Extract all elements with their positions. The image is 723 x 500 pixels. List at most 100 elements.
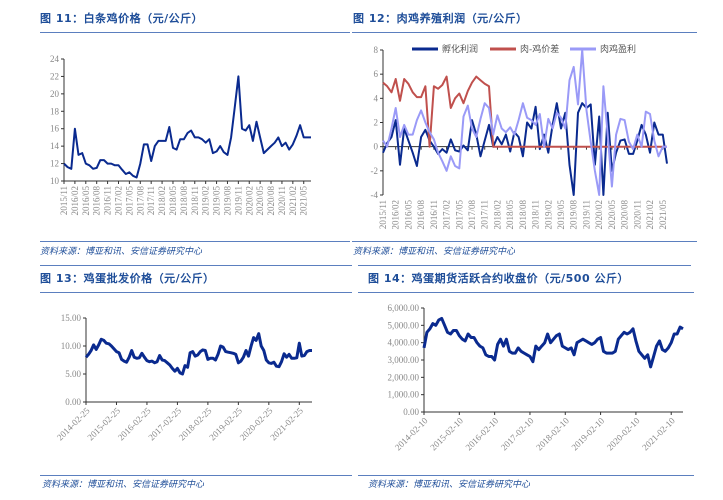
y-tick-label: 8 [374, 45, 379, 55]
y-tick-label: 0.00 [65, 397, 81, 407]
x-tick-label: 2021/02 [288, 186, 298, 216]
figure-13-header-rule [40, 292, 352, 293]
figure-14-title: 图 14：鸡蛋期货活跃合约收盘价（元/500 公斤） [368, 272, 629, 285]
y-tick-label: 3,000.00 [388, 355, 420, 365]
x-tick-label: 2017/05 [454, 200, 464, 230]
y-tick-label: 0.00 [403, 407, 419, 417]
x-tick-label: 2017/02 [442, 200, 452, 230]
x-tick-label: 2016/08 [416, 200, 426, 230]
x-tick-label: 2017/11 [480, 200, 490, 229]
figure-11-title: 图 11：白条鸡价格（元/公斤） [40, 12, 204, 25]
figure-13-footer-rule [40, 475, 352, 476]
x-tick-label: 2019-02-10 [569, 415, 606, 452]
x-tick-label: 2017/02 [113, 186, 123, 216]
x-tick-label: 2015/11 [378, 200, 388, 229]
figure-14-top-rule [358, 265, 691, 266]
x-tick-label: 2016/05 [403, 200, 413, 230]
y-tick-label: 22 [50, 71, 59, 81]
x-tick-label: 2017-02-10 [499, 415, 536, 452]
figure-14-source: 资料来源：博亚和讯、安信证券研究中心 [368, 480, 531, 490]
legend-label: 孵化利润 [442, 43, 478, 55]
x-tick-label: 2019/02 [543, 200, 553, 230]
x-tick-label: 2019/05 [556, 200, 566, 230]
x-tick-label: 2016/11 [103, 186, 113, 215]
x-tick-label: 2020/05 [255, 186, 265, 216]
x-tick-label: 2021/02 [645, 200, 655, 230]
x-tick-label: 2019/08 [222, 186, 232, 216]
x-tick-label: 2018/02 [157, 186, 167, 216]
y-tick-label: -4 [371, 190, 379, 200]
x-tick-label: 2014-02-10 [393, 415, 430, 452]
x-tick-label: 2016/02 [391, 200, 401, 230]
legend-item: 肉-鸡价差 [490, 43, 559, 55]
x-tick-label: 2021/05 [658, 200, 668, 230]
figure-14-header-rule [358, 292, 694, 293]
y-tick-label: 10.00 [61, 341, 82, 351]
x-tick-label: 2018/05 [168, 186, 178, 216]
figure-12-title: 图 12：肉鸡养殖利润（元/公斤） [353, 12, 528, 25]
x-tick-label: 2017/05 [124, 186, 134, 216]
figure-13-source: 资料来源：博亚和讯、安信证券研究中心 [42, 480, 205, 490]
x-tick-label: 2020-02-10 [605, 415, 642, 452]
x-tick-label: 2018/08 [179, 186, 189, 216]
legend-label: 肉鸡盈利 [600, 43, 636, 55]
y-tick-label: 12 [50, 159, 59, 169]
x-tick-label: 2020/02 [594, 200, 604, 230]
y-tick-label: 2,000.00 [388, 372, 420, 382]
figure-13-title: 图 13：鸡蛋批发价格（元/公斤） [40, 272, 215, 285]
y-tick-label: 4 [374, 93, 379, 103]
x-tick-label: 2017/08 [467, 200, 477, 230]
x-tick-label: 2016/05 [81, 186, 91, 216]
figure-12-header-rule [352, 32, 697, 33]
series-line-0 [84, 332, 312, 376]
figure-11-footer-rule [40, 241, 350, 242]
y-tick-label: 10 [50, 176, 60, 186]
x-tick-label: 2019/05 [212, 186, 222, 216]
y-tick-label: 4,000.00 [388, 338, 420, 348]
series-line-肉-鸡价差 [382, 75, 667, 148]
figure-12-source: 资料来源：博亚和讯、安信证券研究中心 [353, 247, 516, 257]
x-tick-label: 2020/02 [244, 186, 254, 216]
legend-item: 孵化利润 [412, 43, 478, 55]
figure-11-source: 资料来源：博亚和讯、安信证券研究中心 [40, 247, 203, 257]
x-tick-label: 2019/11 [581, 200, 591, 229]
x-tick-label: 2015-02-10 [428, 415, 465, 452]
chart-14: 0.00 1,000.00 2,000.00 3,000.00 4,000.00 5,00… [388, 303, 684, 452]
x-tick-label: 2018/08 [518, 200, 528, 230]
x-tick-label: 2018/02 [492, 200, 502, 230]
figure-12-footer-rule [352, 241, 697, 242]
figure-13-top-rule [40, 265, 352, 266]
x-tick-label: 2017/08 [135, 186, 145, 216]
series-line-0 [63, 75, 311, 179]
y-tick-label: 6,000.00 [388, 303, 420, 313]
x-tick-label: 2019/02 [201, 186, 211, 216]
x-tick-label: 2020/11 [277, 186, 287, 215]
x-tick-label: 2016/02 [70, 186, 80, 216]
x-tick-label: 2018/11 [531, 200, 541, 229]
x-tick-label: 2016/08 [92, 186, 102, 216]
series-line-肉鸡盈利 [382, 49, 667, 196]
x-tick-label: 2020/11 [632, 200, 642, 229]
y-tick-label: 5,000.00 [388, 320, 420, 330]
y-tick-label: 24 [50, 54, 60, 64]
legend-label: 肉-鸡价差 [520, 43, 559, 55]
y-tick-label: 20 [50, 89, 60, 99]
y-tick-label: 18 [50, 106, 60, 116]
y-tick-label: 2 [374, 118, 379, 128]
x-tick-label: 2019/08 [569, 200, 579, 230]
x-tick-label: 2016-02-10 [464, 415, 501, 452]
x-tick-label: 2018/05 [505, 200, 515, 230]
figure-14-footer-rule [358, 475, 694, 476]
x-tick-label: 2018/11 [190, 186, 200, 215]
y-tick-label: -2 [371, 166, 379, 176]
y-tick-label: 15.00 [61, 313, 82, 323]
y-tick-label: 5.00 [65, 369, 81, 379]
x-tick-label: 2018-02-10 [534, 415, 571, 452]
y-tick-label: 0 [374, 142, 379, 152]
x-tick-label: 2021-02-25 [268, 405, 305, 442]
x-tick-label: 2020/08 [266, 186, 276, 216]
x-tick-label: 2020/05 [607, 200, 617, 230]
